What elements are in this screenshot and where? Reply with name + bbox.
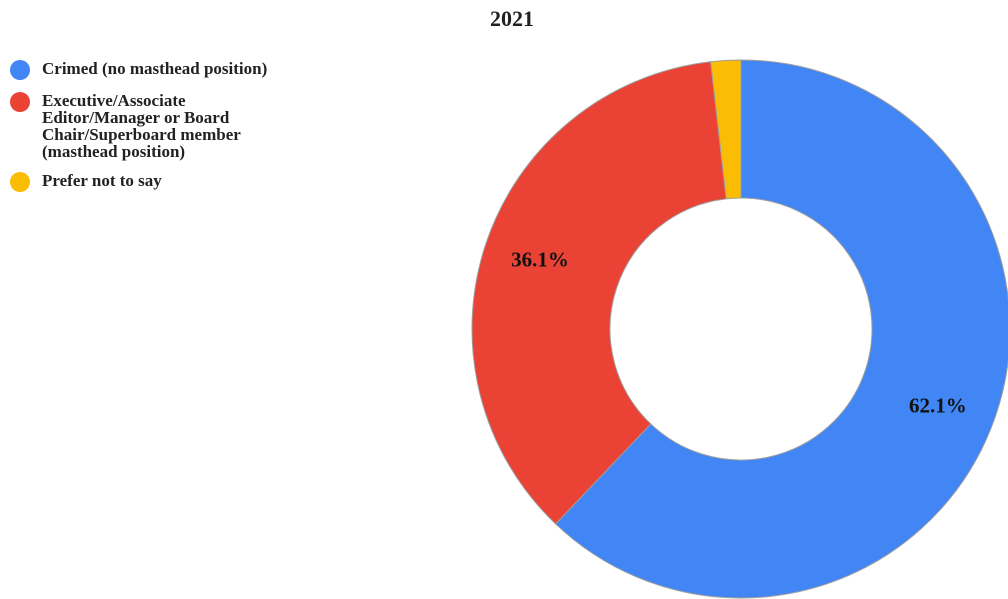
legend-swatch [10,172,30,192]
donut-slice [554,59,1008,599]
donut-slice [471,61,727,525]
legend-label: Crimed (no masthead position) [42,59,268,78]
legend-entry: Crimed (no masthead position) [10,60,300,80]
donut-slice [710,59,742,200]
legend-swatch [10,60,30,80]
data-label: 36.1% [511,247,569,271]
chart-title: 2021 [490,6,534,31]
legend-entry: Prefer not to say [10,172,300,192]
legend: Crimed (no masthead position) Executive/A… [10,60,300,204]
legend-label: Prefer not to say [42,171,162,190]
legend-entry: Executive/Associate Editor/Manager or Bo… [10,92,300,160]
legend-swatch [10,92,30,112]
legend-label: Executive/Associate Editor/Manager or Bo… [42,91,241,161]
data-label: 62.1% [909,393,967,417]
